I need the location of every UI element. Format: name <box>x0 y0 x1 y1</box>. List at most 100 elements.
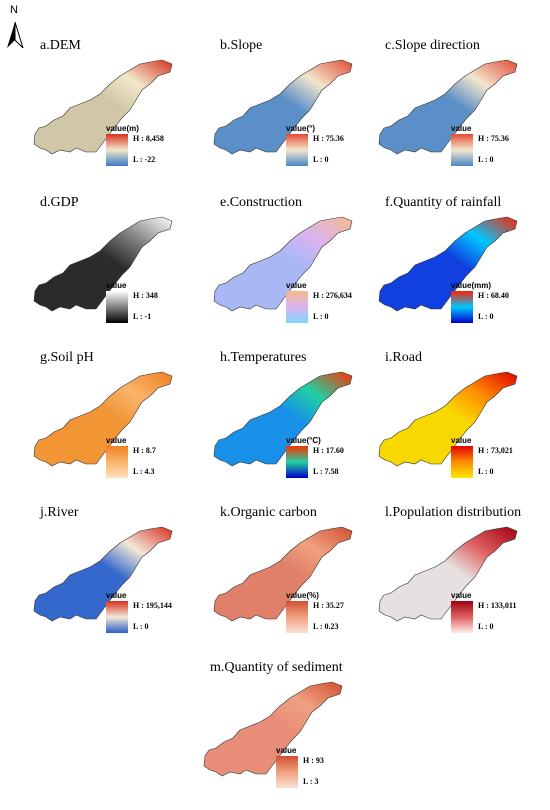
panel-title: b.Slope <box>220 38 263 53</box>
pakistan-map <box>33 59 173 155</box>
legend-low-value: L : 0 <box>313 312 329 321</box>
legend: value H : 133,011 L : 0 <box>451 591 541 651</box>
north-label: N <box>10 4 18 16</box>
legend-low-value: L : 0 <box>313 155 329 164</box>
legend-color-ramp <box>106 134 128 166</box>
panel-title: j.River <box>40 505 79 520</box>
legend-color-ramp <box>451 134 473 166</box>
country-shape <box>378 371 518 467</box>
legend: value H : 8.7 L : 4.3 <box>106 436 196 496</box>
pakistan-map <box>213 526 353 622</box>
legend-low-value: L : 0.23 <box>313 622 339 631</box>
country-shape <box>213 59 353 155</box>
map-panel-a: a.DEM value(m) H : 8,458 L : -22 <box>10 38 190 188</box>
legend-color-ramp <box>451 601 473 633</box>
legend-high-value: H : 276,634 <box>313 291 352 300</box>
country-shape <box>33 216 173 312</box>
legend-low-value: L : 0 <box>478 155 494 164</box>
pakistan-map <box>203 681 343 777</box>
pakistan-map <box>213 216 353 312</box>
panel-title: l.Population distribution <box>385 505 522 520</box>
country-shape <box>213 216 353 312</box>
pakistan-map <box>213 59 353 155</box>
pakistan-map <box>213 371 353 467</box>
pakistan-map <box>378 526 518 622</box>
country-shape <box>203 681 343 777</box>
legend-high-value: H : 17.60 <box>313 446 344 455</box>
panel-title: m.Quantity of sediment <box>210 660 343 675</box>
legend-color-ramp <box>106 601 128 633</box>
map-panel-g: g.Soil pH value H : 8.7 L : 4.3 <box>10 350 190 500</box>
country-shape <box>213 526 353 622</box>
legend: value(°) H : 75.36 L : 0 <box>286 124 376 184</box>
map-panel-e: e.Construction value H : 276,634 L : 0 <box>190 195 370 345</box>
north-arrow-icon <box>7 21 24 48</box>
legend-label: value <box>451 436 472 445</box>
legend-low-value: L : -22 <box>133 155 156 164</box>
legend: value H : 75.36 L : 0 <box>451 124 541 184</box>
country-shape <box>378 216 518 312</box>
panel-title: e.Construction <box>220 195 303 210</box>
legend: value(%) H : 35.27 L : 0.23 <box>286 591 376 651</box>
country-shape <box>33 526 173 622</box>
legend-label: value <box>451 591 472 600</box>
legend-label: value <box>106 591 127 600</box>
legend-color-ramp <box>106 446 128 478</box>
legend-label: value(°C) <box>286 436 321 445</box>
legend-color-ramp <box>286 134 308 166</box>
map-panel-i: i.Road value H : 73,021 L : 0 <box>355 350 535 500</box>
map-panel-m: m.Quantity of sediment value H : 93 L : 3 <box>180 660 360 810</box>
legend-low-value: L : -1 <box>133 312 152 321</box>
legend-label: value(°) <box>286 124 315 133</box>
legend-high-value: H : 35.27 <box>313 601 344 610</box>
legend: value H : 93 L : 3 <box>276 746 366 806</box>
panel-title: i.Road <box>385 350 422 365</box>
panel-title: f.Quantity of rainfall <box>385 195 502 210</box>
legend: value(°C) H : 17.60 L : 7.58 <box>286 436 376 496</box>
legend-high-value: H : 73,021 <box>478 446 513 455</box>
map-panel-h: h.Temperatures value(°C) H : 17.60 L : 7.58 <box>190 350 370 500</box>
map-panel-l: l.Population distribution value H : 133,01… <box>355 505 535 655</box>
legend-high-value: H : 75.36 <box>478 134 509 143</box>
legend-low-value: L : 0 <box>478 467 494 476</box>
panel-title: g.Soil pH <box>40 350 94 365</box>
legend-color-ramp <box>451 291 473 323</box>
legend-high-value: H : 8.7 <box>133 446 156 455</box>
legend-low-value: L : 4.3 <box>133 467 155 476</box>
legend-color-ramp <box>286 291 308 323</box>
legend-label: value <box>276 746 297 755</box>
map-panel-j: j.River value H : 195,144 L : 0 <box>10 505 190 655</box>
pakistan-map <box>33 216 173 312</box>
legend-label: value <box>106 436 127 445</box>
pakistan-map <box>378 371 518 467</box>
legend-low-value: L : 0 <box>478 622 494 631</box>
map-panel-k: k.Organic carbon value(%) H : 35.27 L : 0.2… <box>190 505 370 655</box>
legend: value H : 348 L : -1 <box>106 281 196 341</box>
country-shape <box>33 59 173 155</box>
legend: value(mm) H : 68.40 L : 0 <box>451 281 541 341</box>
pakistan-map <box>378 59 518 155</box>
country-shape <box>213 371 353 467</box>
legend-low-value: L : 3 <box>303 777 319 786</box>
country-shape <box>378 59 518 155</box>
panel-title: h.Temperatures <box>220 350 307 365</box>
country-shape <box>378 526 518 622</box>
legend: value H : 73,021 L : 0 <box>451 436 541 496</box>
legend-high-value: H : 348 <box>133 291 158 300</box>
legend: value H : 195,144 L : 0 <box>106 591 196 651</box>
legend-low-value: L : 7.58 <box>313 467 339 476</box>
panel-title: k.Organic carbon <box>220 505 317 520</box>
legend-label: value <box>106 281 127 290</box>
legend-color-ramp <box>451 446 473 478</box>
map-panel-b: b.Slope value(°) H : 75.36 L : 0 <box>190 38 370 188</box>
legend-high-value: H : 93 <box>303 756 324 765</box>
legend-label: value <box>451 124 472 133</box>
map-panel-d: d.GDP value H : 348 L : -1 <box>10 195 190 345</box>
map-panel-f: f.Quantity of rainfall value(mm) H : 68.40… <box>355 195 535 345</box>
legend-color-ramp <box>286 446 308 478</box>
legend-low-value: L : 0 <box>478 312 494 321</box>
legend-high-value: H : 68.40 <box>478 291 509 300</box>
pakistan-map <box>33 526 173 622</box>
legend-high-value: H : 75.36 <box>313 134 344 143</box>
panel-title: d.GDP <box>40 195 79 210</box>
